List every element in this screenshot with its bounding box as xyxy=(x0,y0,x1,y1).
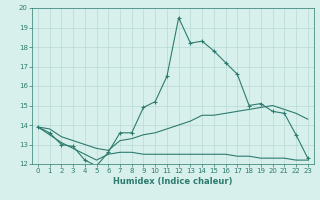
X-axis label: Humidex (Indice chaleur): Humidex (Indice chaleur) xyxy=(113,177,233,186)
